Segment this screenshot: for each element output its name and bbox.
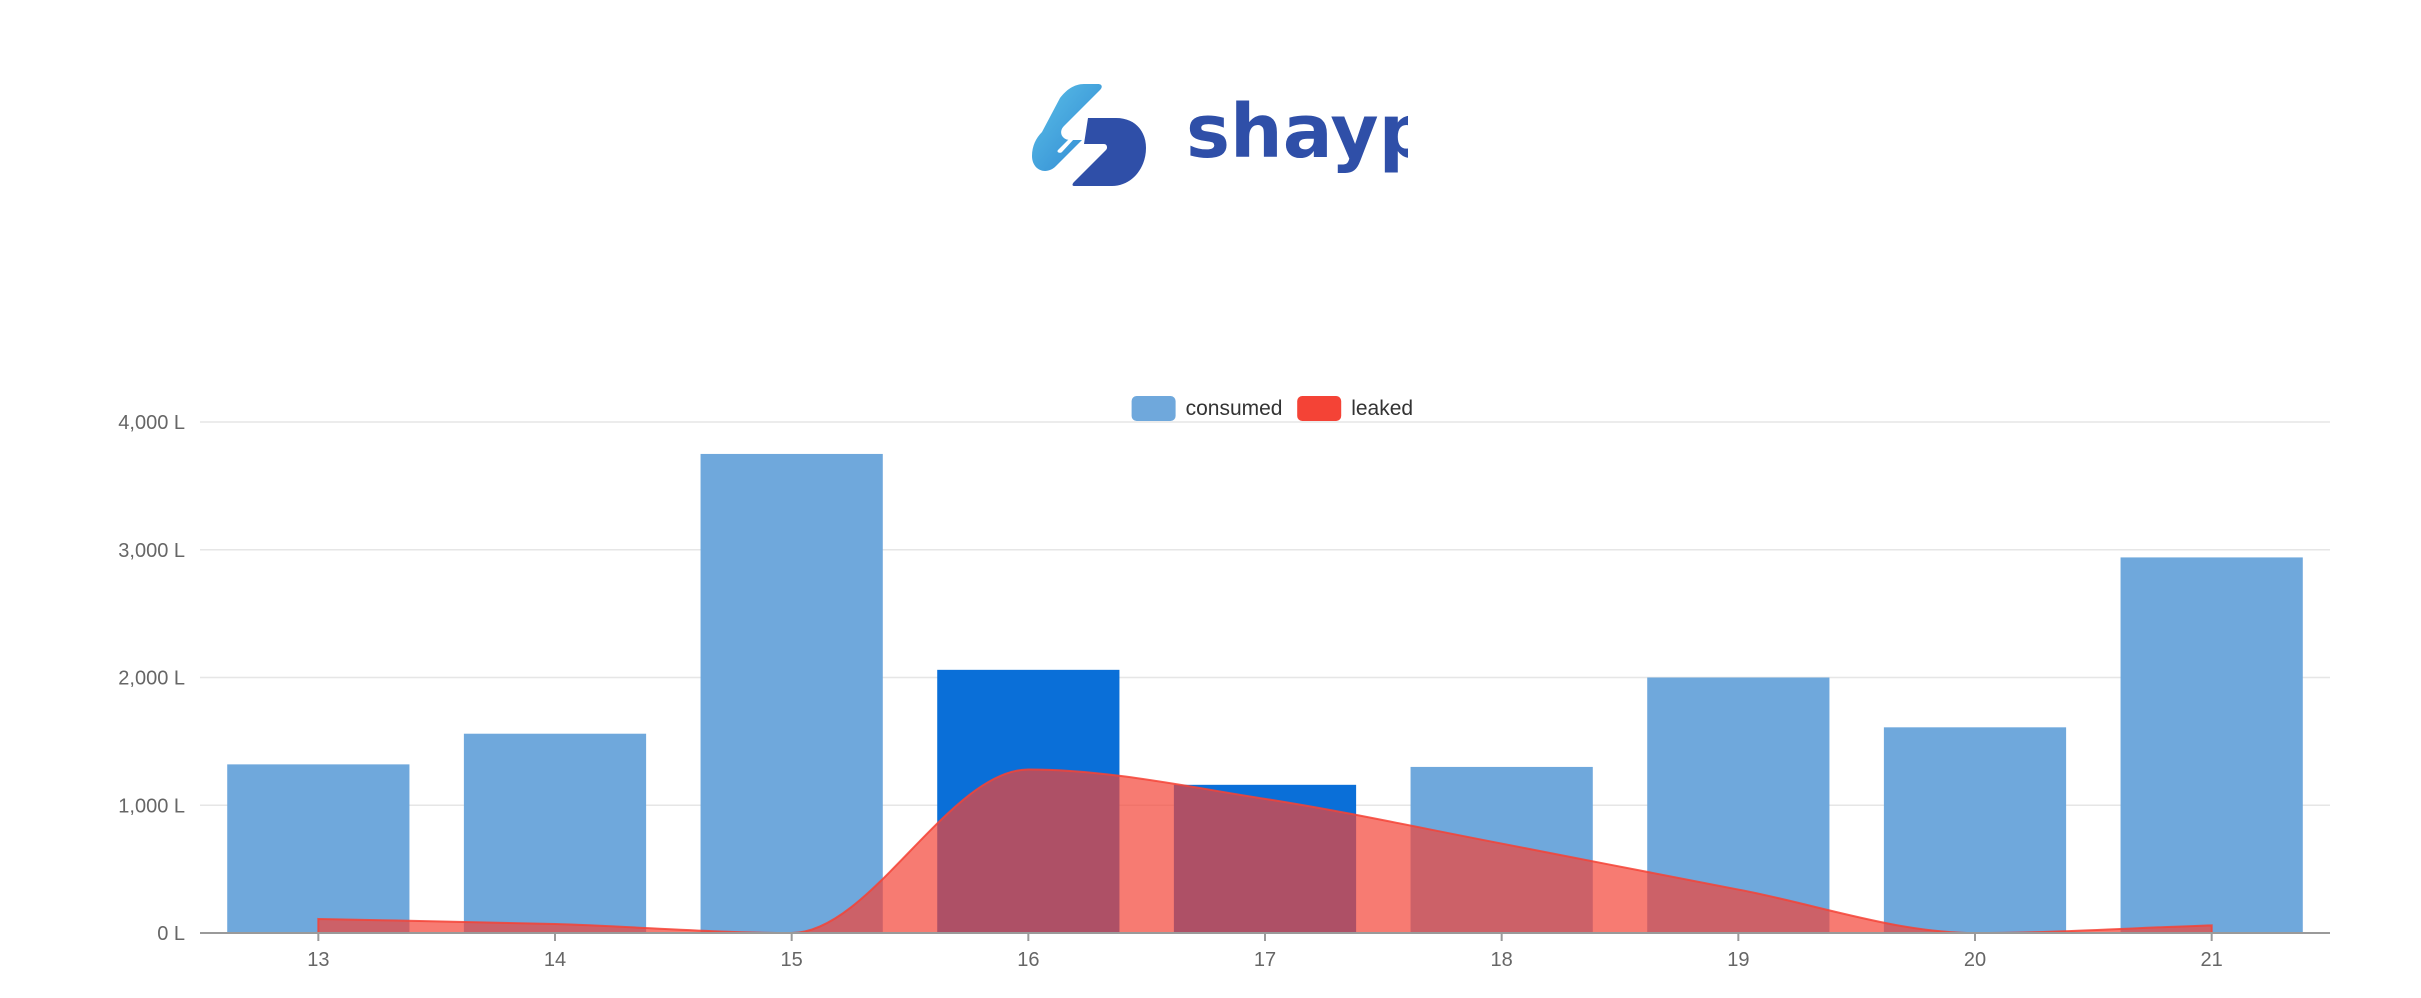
y-tick-label: 0 L (157, 923, 185, 945)
x-tick-label: 16 (1017, 949, 1039, 971)
axes: 0 L 1,000 L 2,000 L 3,000 L 4,000 L 13 14 15 16 1… (118, 412, 2330, 971)
consumed-bar[interactable] (700, 453, 883, 933)
legend-item-leaked[interactable]: leaked (1297, 396, 1413, 421)
x-tick-label: 19 (1727, 949, 1749, 971)
y-tick-label: 1,000 L (118, 795, 185, 817)
shayp-mark-icon (1032, 84, 1146, 186)
y-tick-label: 3,000 L (118, 540, 185, 562)
x-tick-label: 15 (781, 949, 803, 971)
brand-wordmark: shayp (1186, 89, 1408, 175)
consumed-bar[interactable] (463, 733, 647, 933)
legend-label: consumed (1186, 397, 1283, 420)
legend-swatch (1131, 396, 1176, 421)
y-tick-label: 4,000 L (118, 412, 185, 434)
x-tick-label: 21 (2201, 949, 2223, 971)
legend-swatch (1297, 396, 1342, 421)
x-tick-label: 13 (307, 949, 329, 971)
x-tick-label: 20 (1964, 949, 1986, 971)
y-tick-label: 2,000 L (118, 668, 185, 690)
legend-label: leaked (1351, 397, 1413, 420)
consumed-bar[interactable] (2120, 557, 2303, 933)
legend-item-consumed[interactable]: consumed (1131, 396, 1283, 421)
consumed-bar[interactable] (227, 764, 410, 933)
legend: consumed leaked (1131, 396, 1413, 421)
x-tick-label: 18 (1491, 949, 1513, 971)
leaked-area-shape[interactable] (317, 768, 2213, 935)
leaked-area (317, 768, 2213, 935)
x-tick-label: 14 (544, 949, 566, 971)
x-tick-label: 17 (1254, 949, 1276, 971)
consumed-bar[interactable] (1883, 727, 2067, 933)
shayp-logo: shayp (1032, 84, 1408, 186)
